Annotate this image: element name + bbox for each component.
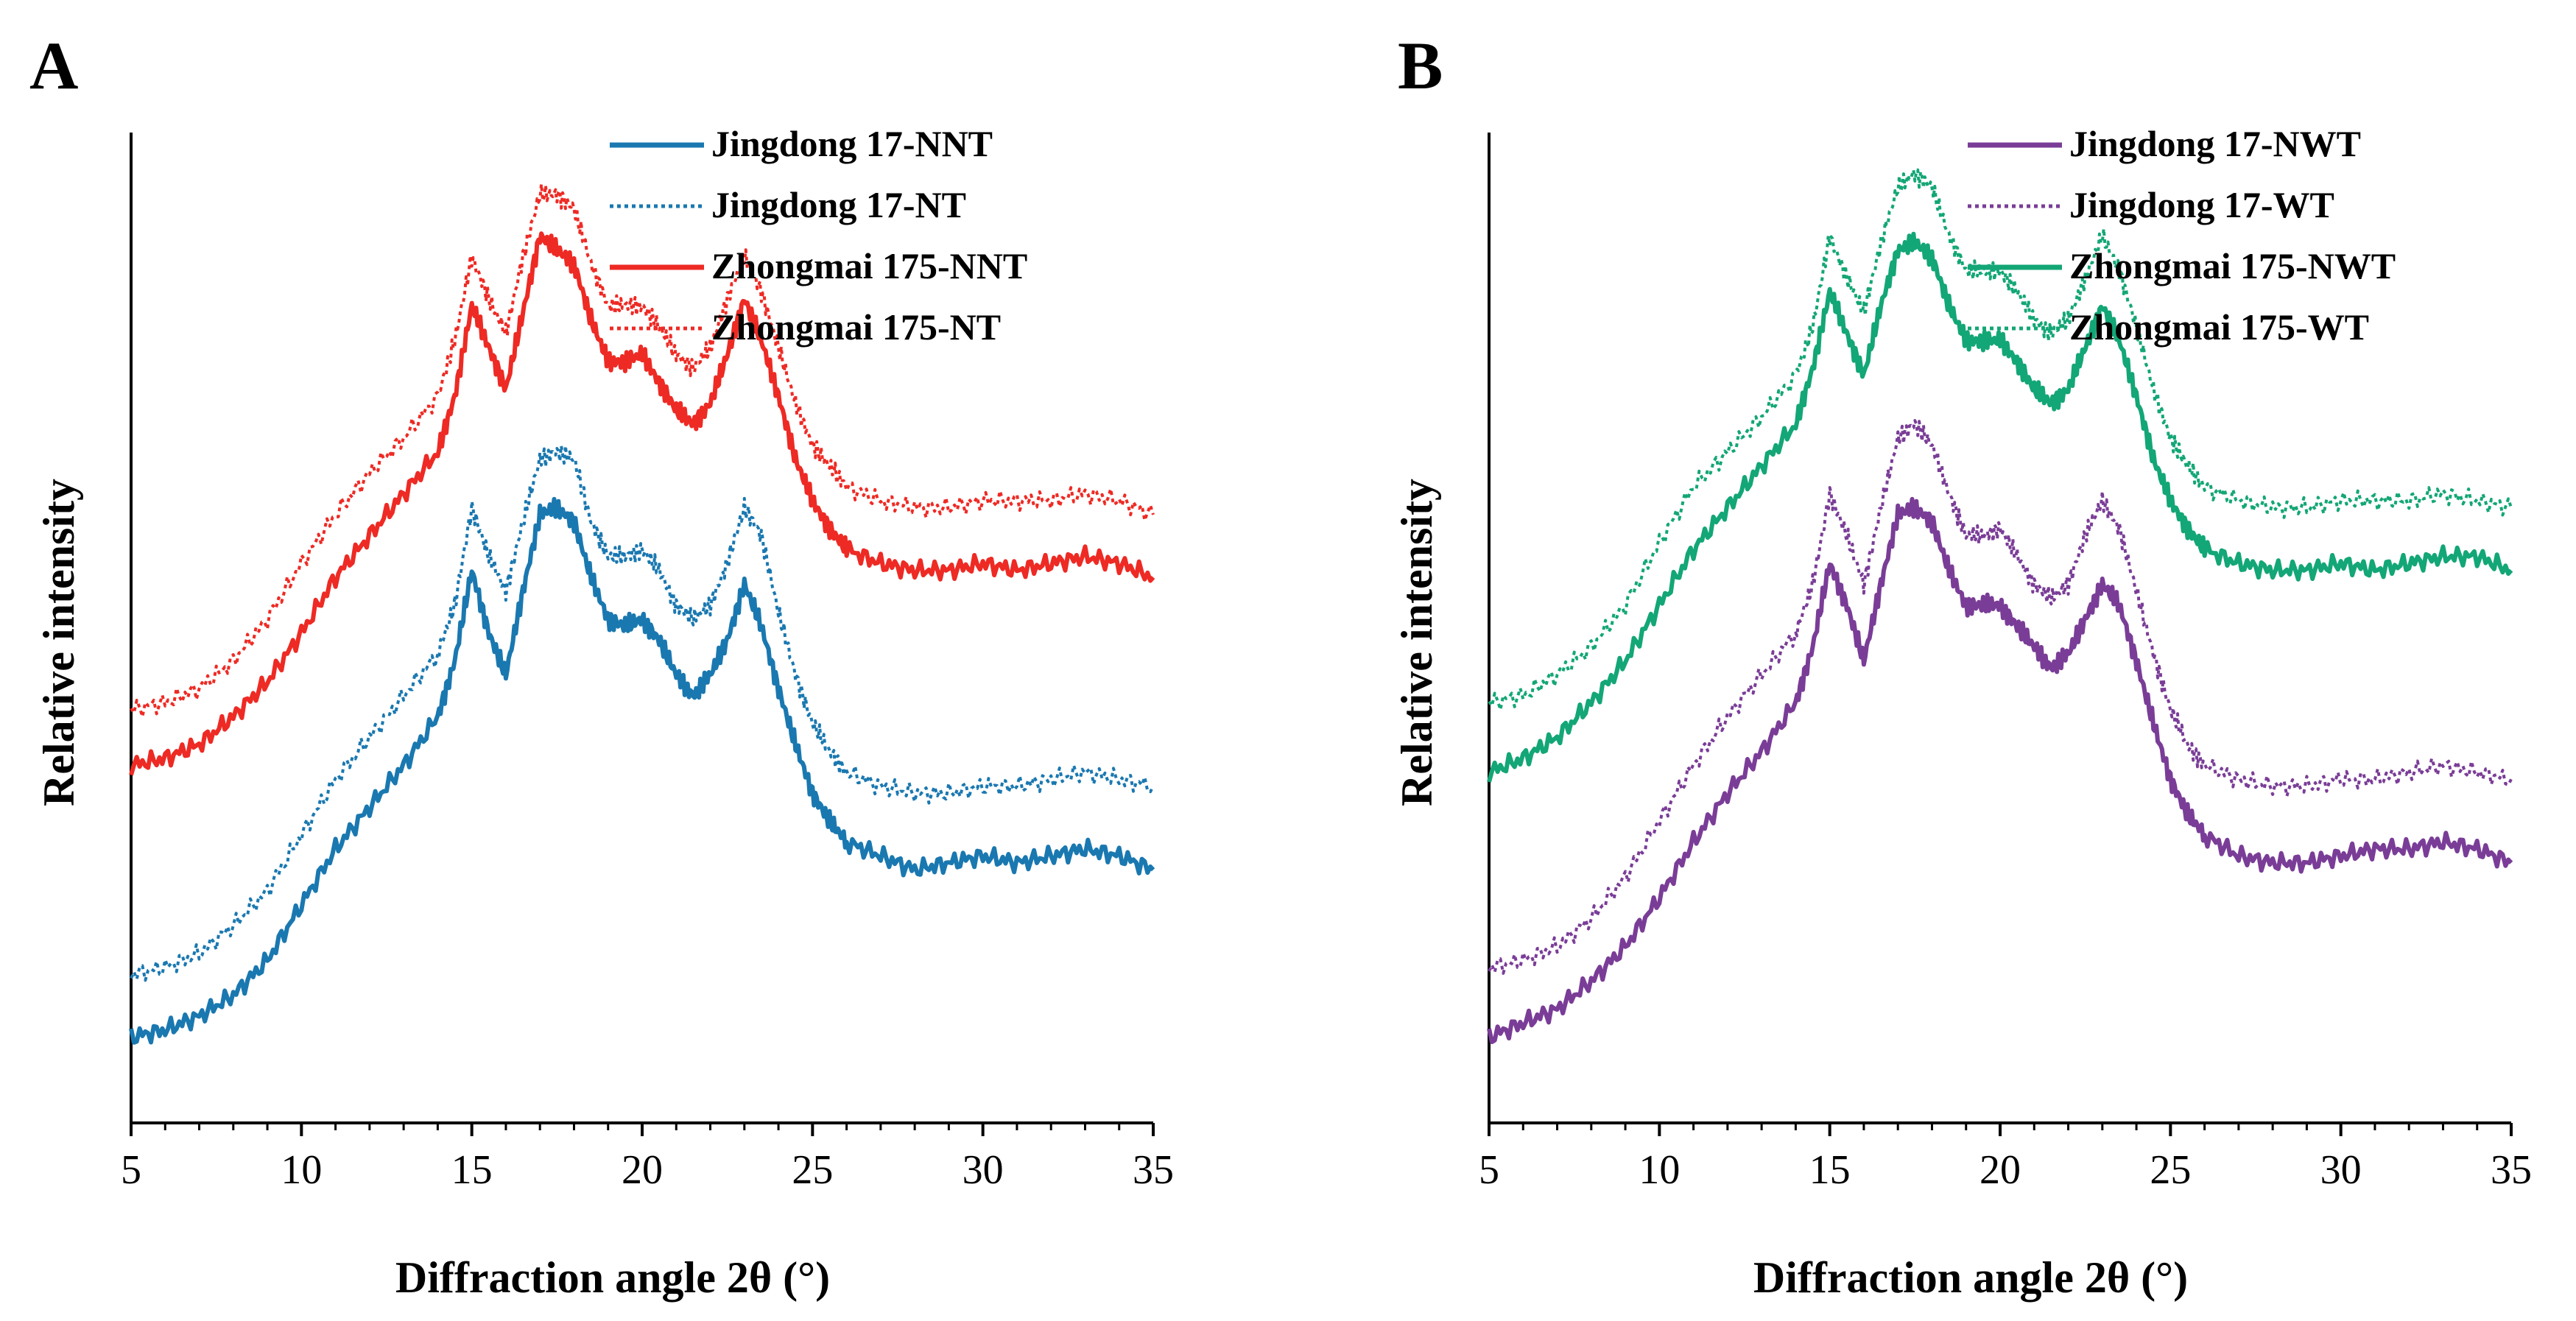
- x-tick-label: 20: [622, 1147, 663, 1193]
- x-axis-title: Diffraction angle 2θ (°): [395, 1253, 830, 1302]
- x-tick-label: 20: [1979, 1147, 2021, 1193]
- x-tick-label: 10: [281, 1147, 322, 1193]
- series-line-jingdong-17-nwt: [1487, 496, 2513, 1044]
- x-tick-label: 25: [792, 1147, 833, 1193]
- panel-a: A 5 10 15 20 25 30 35 Diffraction angle 2θ (°) Re…: [29, 28, 1174, 1302]
- legend-label: Zhongmai 175-NNT: [711, 245, 1027, 286]
- legend-label: Jingdong 17-NNT: [711, 123, 993, 164]
- series-line-jingdong-17-nt: [130, 444, 1155, 982]
- y-axis-title: Relative intensity: [35, 479, 83, 806]
- x-tick-label: 5: [1479, 1147, 1499, 1193]
- legend-label: Zhongmai 175-NWT: [2069, 245, 2396, 286]
- y-axis-title: Relative intensity: [1393, 479, 1441, 806]
- series-line-zhongmai-175-nt: [130, 183, 1155, 719]
- x-tick-label: 30: [963, 1147, 1004, 1193]
- x-tick-label: 15: [1809, 1147, 1851, 1193]
- x-tick-label: 35: [2491, 1147, 2532, 1193]
- legend-label: Zhongmai 175-NT: [711, 306, 1001, 348]
- legend-label: Zhongmai 175-WT: [2069, 306, 2369, 348]
- x-axis-title: Diffraction angle 2θ (°): [1753, 1253, 2188, 1302]
- series-line-zhongmai-175-nwt: [1487, 231, 2513, 783]
- series-line-jingdong-17-wt: [1488, 419, 2513, 975]
- x-tick-label: 5: [121, 1147, 141, 1193]
- legend-label: Jingdong 17-NWT: [2069, 123, 2361, 164]
- series-line-jingdong-17-nnt: [129, 496, 1155, 1045]
- series-line-zhongmai-175-nnt: [129, 231, 1155, 776]
- panel-b: B 5 10 15 20 25 30 35 Diffraction angle 2θ (°) Re…: [1393, 28, 2532, 1302]
- legend-label: Jingdong 17-WT: [2069, 184, 2334, 225]
- panel-letter: A: [29, 28, 78, 103]
- x-tick-label: 10: [1639, 1147, 1680, 1193]
- x-tick-label: 35: [1133, 1147, 1174, 1193]
- x-tick-label: 15: [451, 1147, 493, 1193]
- x-tick-label: 30: [2320, 1147, 2362, 1193]
- legend-label: Jingdong 17-NT: [711, 184, 966, 225]
- series-line-zhongmai-175-wt: [1488, 168, 2513, 711]
- panel-letter: B: [1398, 28, 1443, 103]
- x-tick-label: 25: [2150, 1147, 2191, 1193]
